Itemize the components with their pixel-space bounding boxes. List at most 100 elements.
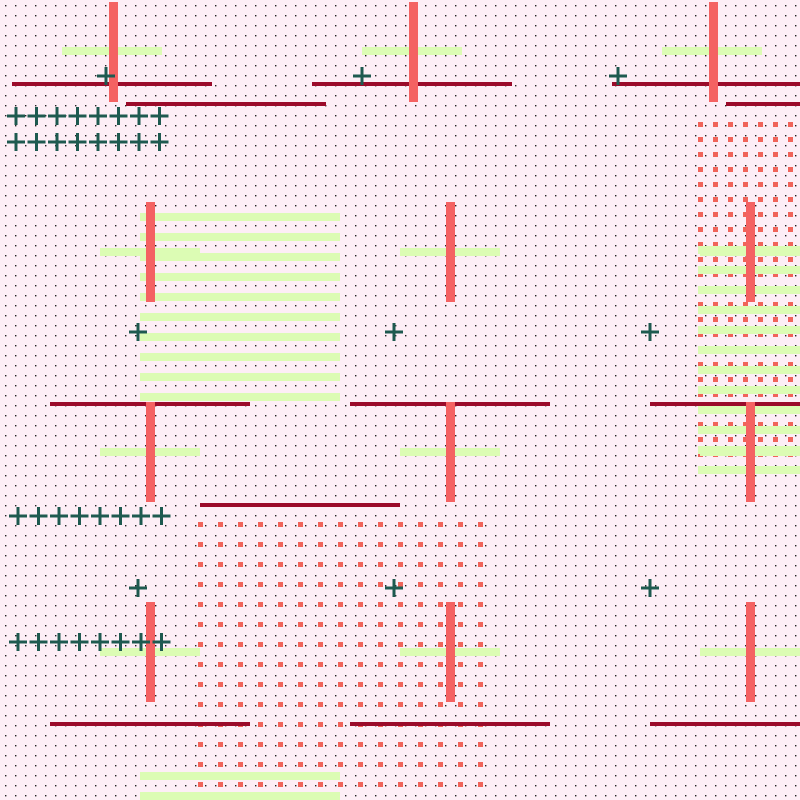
dot — [675, 455, 677, 457]
dot — [575, 535, 577, 537]
dot — [95, 155, 97, 157]
dot — [55, 365, 57, 367]
dot — [735, 425, 737, 427]
dot — [605, 385, 607, 387]
dot — [395, 235, 397, 237]
dot — [775, 145, 777, 147]
dot — [385, 205, 387, 207]
dot — [485, 45, 487, 47]
dot — [445, 275, 447, 277]
dot — [205, 475, 207, 477]
dot — [555, 265, 557, 267]
dot — [85, 495, 87, 497]
dot — [445, 375, 447, 377]
dot — [215, 265, 217, 267]
dot — [115, 315, 117, 317]
dot — [265, 25, 267, 27]
dot — [795, 75, 797, 77]
dot — [575, 125, 577, 127]
dot — [665, 535, 667, 537]
dot — [335, 475, 337, 477]
dot — [245, 225, 247, 227]
dot — [255, 485, 257, 487]
dot — [765, 375, 767, 377]
dot — [225, 185, 227, 187]
dot — [535, 455, 537, 457]
dot — [505, 545, 507, 547]
dot — [245, 285, 247, 287]
dot — [455, 115, 457, 117]
dot — [335, 105, 337, 107]
dot — [115, 545, 117, 547]
dot — [405, 15, 407, 17]
dot — [415, 175, 417, 177]
dot — [35, 285, 37, 287]
dot — [345, 555, 347, 557]
dot — [605, 245, 607, 247]
dot — [135, 475, 137, 477]
dot — [455, 275, 457, 277]
dot — [445, 495, 447, 497]
dot — [115, 605, 117, 607]
dot — [65, 195, 67, 197]
dot — [395, 105, 397, 107]
dot — [25, 295, 27, 297]
dot — [565, 505, 567, 507]
dot — [355, 475, 357, 477]
dot — [105, 25, 107, 27]
dot — [695, 5, 697, 7]
dot — [55, 225, 57, 227]
dot — [265, 5, 267, 7]
dot — [705, 435, 707, 437]
dot — [445, 145, 447, 147]
dot — [655, 395, 657, 397]
dot — [535, 265, 537, 267]
dot — [535, 175, 537, 177]
dot — [655, 605, 657, 607]
dot — [345, 175, 347, 177]
dot — [405, 55, 407, 57]
dot — [395, 395, 397, 397]
dot — [335, 425, 337, 427]
dot — [625, 115, 627, 117]
dot — [535, 125, 537, 127]
dot — [755, 395, 757, 397]
dot — [355, 565, 357, 567]
dot — [755, 485, 757, 487]
dot — [475, 595, 477, 597]
dot — [535, 335, 537, 337]
dot — [175, 95, 177, 97]
dot — [325, 45, 327, 47]
dot — [625, 485, 627, 487]
dot — [105, 415, 107, 417]
dot — [785, 25, 787, 27]
dot — [215, 495, 217, 497]
dot — [35, 75, 37, 77]
dot — [135, 315, 137, 317]
dot — [385, 155, 387, 157]
dot — [755, 565, 757, 567]
dot — [445, 315, 447, 317]
dot — [665, 605, 667, 607]
dot — [585, 435, 587, 437]
dot — [225, 345, 227, 347]
dot — [565, 585, 567, 587]
dot — [715, 435, 717, 437]
dot — [225, 365, 227, 367]
dot — [315, 45, 317, 47]
dot — [395, 135, 397, 137]
dot — [285, 595, 287, 597]
dot — [545, 505, 547, 507]
dot — [275, 5, 277, 7]
dot — [665, 305, 667, 307]
dot — [5, 255, 7, 257]
dot — [315, 515, 317, 517]
dot — [315, 225, 317, 227]
dot — [85, 485, 87, 487]
dot — [785, 195, 787, 197]
dot — [435, 365, 437, 367]
dot — [25, 555, 27, 557]
dot — [115, 295, 117, 297]
dot — [425, 315, 427, 317]
dot — [735, 5, 737, 7]
